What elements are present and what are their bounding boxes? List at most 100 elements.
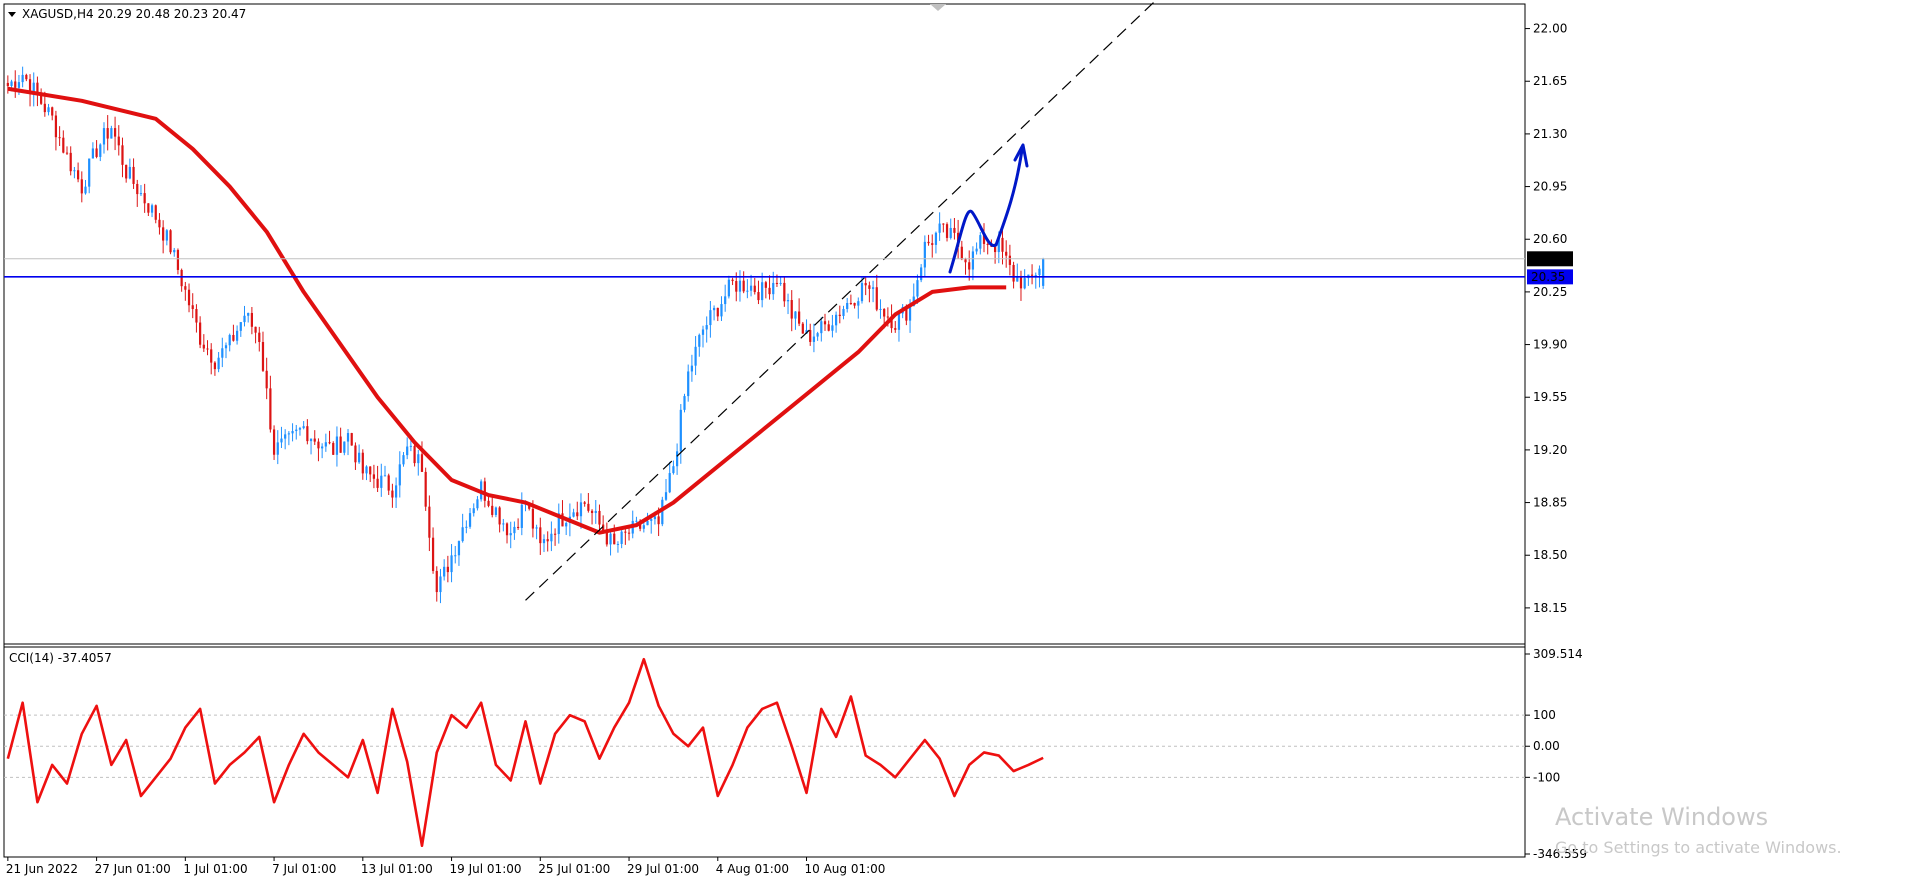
candle-body: [269, 388, 272, 430]
candle-body: [783, 282, 786, 302]
candle-body: [280, 438, 283, 443]
candle-body: [113, 128, 117, 137]
candle-body: [746, 290, 749, 292]
candle-body: [147, 203, 150, 213]
candle-body: [343, 441, 346, 453]
candle-body: [128, 166, 131, 179]
candle-body: [380, 475, 383, 488]
candle-body: [594, 510, 597, 514]
candle-body: [642, 525, 645, 529]
time-axis: 21 Jun 2022 27 Jun 01:00 1 Jul 01:00 7 Jul …: [6, 857, 885, 876]
candle-body: [284, 434, 287, 439]
candle-body: [1016, 276, 1019, 282]
scroll-marker-icon[interactable]: [930, 4, 946, 11]
candle-body: [542, 539, 546, 544]
support-price-tag: 20.35: [1527, 269, 1573, 285]
candle-body: [102, 128, 106, 145]
candle-body: [54, 115, 58, 138]
candle-body: [1005, 251, 1008, 256]
candle-body: [420, 454, 424, 472]
candle-body: [616, 543, 620, 545]
time-tick-label: 27 Jun 01:00: [95, 862, 171, 876]
candle-body: [80, 179, 83, 194]
candle-body: [883, 308, 886, 317]
price-axis: 22.00 21.65 21.30 20.95 20.60 20.25 19.90 19.55…: [1525, 22, 1567, 615]
candle-body: [698, 334, 701, 347]
candle-body: [605, 532, 608, 545]
candle-body: [402, 455, 405, 465]
candle-body: [169, 230, 172, 253]
candle-body: [154, 205, 157, 220]
candle-body: [14, 81, 17, 88]
candle-body: [505, 523, 509, 536]
candle-body: [613, 533, 616, 545]
candle-body: [513, 526, 516, 534]
candle-body: [1042, 258, 1045, 286]
candle-body: [187, 289, 191, 306]
candle-body: [561, 513, 564, 527]
candle-body: [890, 316, 893, 329]
candle-body: [731, 279, 734, 282]
candle-body: [65, 152, 69, 154]
candle-body: [934, 232, 938, 245]
price-tick-label: 21.65: [1533, 74, 1567, 88]
candle-body: [498, 507, 501, 525]
candle-body: [894, 328, 897, 330]
candle-body: [587, 503, 590, 511]
candle-body: [923, 241, 926, 268]
cci-tick-label: 0.00: [1533, 739, 1560, 753]
candle-body: [757, 292, 760, 301]
candle-body: [476, 499, 479, 509]
current-price-label: 20.47: [1531, 252, 1565, 266]
candle-body: [443, 566, 446, 577]
candle-body: [143, 193, 146, 204]
candle-body: [51, 107, 54, 116]
candle-body: [1023, 278, 1026, 289]
candle-body: [590, 510, 594, 514]
candle-body: [454, 555, 457, 557]
candle-body: [553, 533, 557, 535]
candle-body: [32, 82, 35, 94]
candle-body: [539, 527, 542, 544]
chart-title: XAGUSD,H4 20.29 20.48 20.23 20.47: [22, 7, 246, 21]
cci-pane-frame: [3, 646, 1526, 858]
candle-body: [254, 326, 257, 333]
candle-body: [809, 330, 812, 342]
candle-body: [10, 81, 13, 86]
candle-body: [709, 310, 712, 326]
time-tick-label: 21 Jun 2022: [6, 862, 78, 876]
candle-body: [91, 148, 95, 159]
cci-tick-label: 309.514: [1533, 647, 1583, 661]
candle-body: [431, 537, 435, 571]
candle-body: [838, 314, 841, 316]
candle-body: [176, 249, 180, 270]
candle-body: [886, 316, 889, 318]
candle-body: [243, 315, 246, 323]
candle-body: [88, 158, 91, 187]
candle-body: [372, 474, 376, 479]
candle-body: [971, 251, 975, 270]
candle-body: [276, 442, 279, 455]
candle-body: [982, 235, 986, 244]
trendline[interactable]: [525, 0, 1158, 601]
candle-body: [317, 441, 320, 449]
candle-body: [897, 313, 901, 330]
candle-body: [365, 466, 368, 474]
candle-body: [627, 532, 631, 534]
candle-body: [550, 533, 553, 542]
candle-body: [579, 502, 583, 517]
chart-menu-icon[interactable]: [8, 12, 16, 17]
candle-body: [953, 227, 956, 233]
price-tick-label: 20.25: [1533, 285, 1567, 299]
candle-body: [232, 334, 235, 341]
candle-body: [949, 227, 952, 238]
candle-body: [235, 330, 239, 341]
candle-body: [95, 148, 98, 157]
candle-body: [228, 334, 231, 346]
price-tick-label: 20.60: [1533, 232, 1567, 246]
candle-body: [679, 409, 682, 452]
time-tick-label: 7 Jul 01:00: [272, 862, 336, 876]
candle-body: [199, 322, 202, 345]
candle-body: [871, 287, 875, 289]
